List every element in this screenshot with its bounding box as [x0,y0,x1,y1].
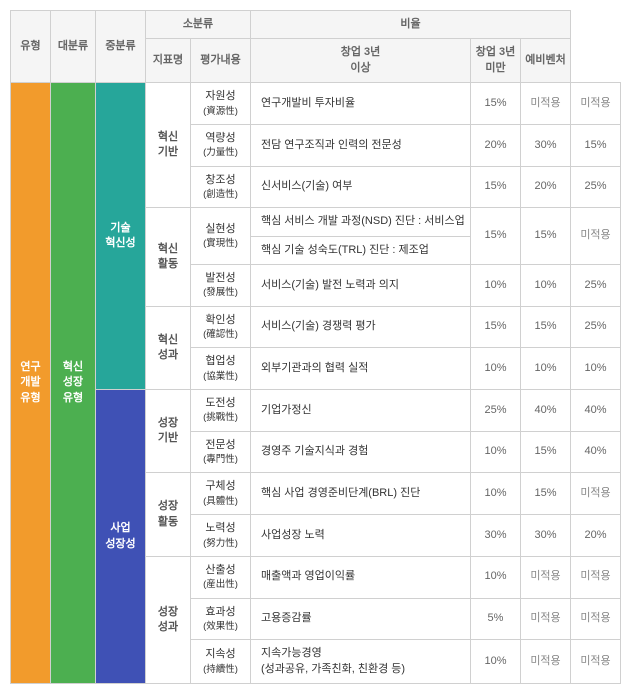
ratio-cell: 40% [521,390,571,432]
ratio-cell: 10% [471,431,521,473]
ratio-cell: 15% [471,166,521,208]
ratio-cell: 30% [521,124,571,166]
eval-cell: 전담 연구조직과 인력의 전문성 [251,124,471,166]
ratio-cell: 10% [471,556,521,598]
group-cell: 혁신성과 [146,306,191,389]
ratio-cell: 15% [521,473,571,515]
ratio-cell: 미적용 [571,473,621,515]
eval-cell: 기업가정신 [251,390,471,432]
eval-cell: 연구개발비 투자비율 [251,83,471,125]
ratio-cell: 10% [571,348,621,390]
eval-cell: 매출액과 영업이익률 [251,556,471,598]
ratio-cell: 20% [521,166,571,208]
ratio-cell: 15% [571,124,621,166]
indicator-cell: 자원성(資源性) [191,83,251,125]
indicator-cell: 확인성(確認性) [191,306,251,348]
large-cell: 혁신성장유형 [51,83,96,684]
indicator-cell: 역량성(力量性) [191,124,251,166]
ratio-cell: 15% [471,83,521,125]
eval-cell: 핵심 기술 성숙도(TRL) 진단 : 제조업 [251,236,471,264]
ratio-cell: 15% [471,306,521,348]
ratio-cell: 미적용 [521,640,571,684]
evaluation-table: 유형 대분류 중분류 소분류 비율 지표명 평가내용 창업 3년이상 창업 3년… [10,10,621,684]
table-row: 사업성장성 성장기반 도전성(挑戰性) 기업가정신 25%40%40% [11,390,621,432]
indicator-cell: 실현성(實現性) [191,208,251,265]
indicator-cell: 협업성(協業性) [191,348,251,390]
evaluation-table-container: 유형 대분류 중분류 소분류 비율 지표명 평가내용 창업 3년이상 창업 3년… [10,10,619,684]
col-over3: 창업 3년이상 [251,39,471,83]
eval-cell: 핵심 서비스 개발 과정(NSD) 진단 : 서비스업 [251,208,471,236]
eval-cell: 사업성장 노력 [251,515,471,557]
eval-cell: 신서비스(기술) 여부 [251,166,471,208]
col-indicator: 지표명 [146,39,191,83]
indicator-cell: 전문성(專門性) [191,431,251,473]
ratio-cell: 10% [471,348,521,390]
col-under3: 창업 3년미만 [471,39,521,83]
ratio-cell: 15% [521,306,571,348]
type-cell: 연구개발유형 [11,83,51,684]
col-type: 유형 [11,11,51,83]
table-row: 연구개발유형 혁신성장유형 기술혁신성 혁신기반 자원성(資源性) 연구개발비 … [11,83,621,125]
ratio-cell: 10% [521,265,571,307]
col-prevc: 예비벤처 [521,39,571,83]
ratio-cell: 25% [571,306,621,348]
group-cell: 혁신활동 [146,208,191,306]
indicator-cell: 효과성(效果性) [191,598,251,640]
ratio-cell: 30% [471,515,521,557]
ratio-cell: 10% [471,473,521,515]
table-header: 유형 대분류 중분류 소분류 비율 지표명 평가내용 창업 3년이상 창업 3년… [11,11,621,83]
indicator-cell: 창조성(創造性) [191,166,251,208]
indicator-cell: 발전성(發展性) [191,265,251,307]
mid-cell-biz: 사업성장성 [96,390,146,684]
table-body: 연구개발유형 혁신성장유형 기술혁신성 혁신기반 자원성(資源性) 연구개발비 … [11,83,621,684]
ratio-cell: 25% [471,390,521,432]
ratio-cell: 20% [571,515,621,557]
ratio-cell: 30% [521,515,571,557]
ratio-cell: 25% [571,166,621,208]
ratio-cell: 미적용 [571,208,621,265]
ratio-cell: 40% [571,390,621,432]
eval-cell: 외부기관과의 협력 실적 [251,348,471,390]
group-cell: 성장활동 [146,473,191,556]
ratio-cell: 미적용 [521,598,571,640]
ratio-cell: 미적용 [571,640,621,684]
ratio-cell: 10% [471,640,521,684]
ratio-cell: 미적용 [521,556,571,598]
eval-cell: 서비스(기술) 발전 노력과 의지 [251,265,471,307]
eval-cell: 지속가능경영(성과공유, 가족친화, 친환경 등) [251,640,471,684]
group-cell: 혁신기반 [146,83,191,208]
indicator-cell: 도전성(挑戰性) [191,390,251,432]
ratio-cell: 40% [571,431,621,473]
ratio-cell: 10% [471,265,521,307]
indicator-cell: 구체성(具體性) [191,473,251,515]
group-cell: 성장기반 [146,390,191,473]
col-large: 대분류 [51,11,96,83]
mid-cell-tech: 기술혁신성 [96,83,146,390]
eval-cell: 고용증감률 [251,598,471,640]
ratio-cell: 15% [521,208,571,265]
ratio-cell: 20% [471,124,521,166]
eval-cell: 서비스(기술) 경쟁력 평가 [251,306,471,348]
ratio-cell: 15% [521,431,571,473]
col-sub: 소분류 [146,11,251,39]
indicator-cell: 산출성(産出性) [191,556,251,598]
ratio-cell: 10% [521,348,571,390]
eval-cell: 경영주 기술지식과 경험 [251,431,471,473]
col-mid: 중분류 [96,11,146,83]
ratio-cell: 15% [471,208,521,265]
group-cell: 성장성과 [146,556,191,683]
ratio-cell: 미적용 [571,556,621,598]
ratio-cell: 25% [571,265,621,307]
ratio-cell: 미적용 [571,598,621,640]
indicator-cell: 지속성(持續性) [191,640,251,684]
ratio-cell: 미적용 [521,83,571,125]
ratio-cell: 5% [471,598,521,640]
eval-cell: 핵심 사업 경영준비단계(BRL) 진단 [251,473,471,515]
col-ratio: 비율 [251,11,571,39]
col-eval: 평가내용 [191,39,251,83]
ratio-cell: 미적용 [571,83,621,125]
indicator-cell: 노력성(努力性) [191,515,251,557]
